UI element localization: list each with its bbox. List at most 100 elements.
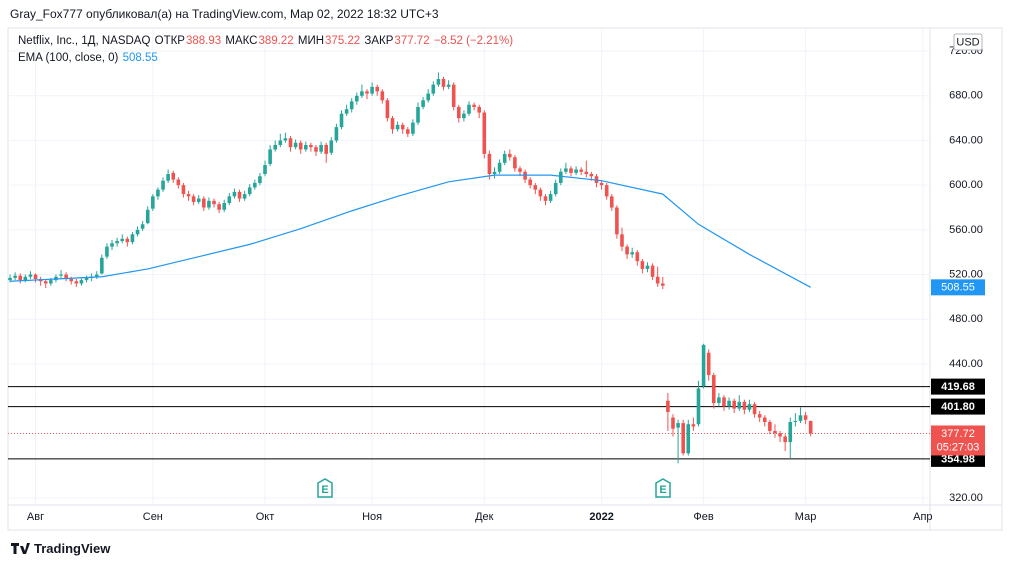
- high-value: 389.22: [258, 35, 294, 47]
- earnings-label: E: [321, 484, 328, 496]
- candle-body: [467, 104, 471, 114]
- earnings-marker[interactable]: E: [655, 478, 671, 498]
- candle-body: [258, 176, 262, 183]
- candle-body: [115, 241, 119, 244]
- candle-body: [94, 274, 99, 277]
- publisher: Gray_Fox777 опубликовал(а) на TradingVie…: [10, 7, 439, 21]
- candle-body: [722, 397, 726, 407]
- candle-body: [319, 144, 323, 152]
- marks: [8, 72, 930, 464]
- candle-body: [273, 144, 278, 150]
- ema-label-box: [931, 279, 985, 296]
- candle-body: [411, 122, 415, 134]
- ema-name: EMA (100, close, 0): [18, 52, 119, 64]
- candle-body: [120, 238, 125, 242]
- candle-body: [579, 169, 583, 172]
- candle-body: [564, 168, 568, 172]
- earnings-marker[interactable]: E: [317, 478, 333, 498]
- candle-body: [253, 182, 257, 188]
- y-tick-label: 640.00: [949, 134, 983, 146]
- candle-body: [125, 238, 130, 243]
- y-tick-label: 320.00: [949, 492, 983, 504]
- candle-body: [268, 149, 272, 164]
- candle-body: [105, 246, 109, 257]
- candle-body: [151, 196, 155, 209]
- candle-body: [798, 415, 803, 421]
- candle-body: [237, 191, 242, 199]
- legend-main: Netflix, Inc., 1Д, NASDAQ ОТКР388.93 МАК…: [18, 35, 514, 47]
- candle-body: [497, 162, 502, 172]
- candle-body: [426, 93, 431, 101]
- candle-body: [528, 179, 532, 186]
- close-value: 377.72: [394, 35, 430, 47]
- high-label: МАКС: [225, 35, 258, 47]
- candle-body: [558, 171, 563, 183]
- candle-body: [380, 91, 385, 101]
- candle-body: [74, 281, 79, 284]
- y-tick-label: 680.00: [949, 90, 983, 102]
- candle-body: [49, 280, 53, 284]
- candle-body: [543, 196, 548, 201]
- open-value: 388.93: [185, 35, 222, 47]
- candle-body: [385, 100, 390, 119]
- candle-body: [202, 198, 206, 208]
- footer-brand: TradingView: [34, 541, 111, 556]
- candle-body: [217, 204, 221, 210]
- last-price-label: 377.72: [941, 428, 975, 440]
- candle-body: [375, 86, 380, 92]
- symbol-title: Netflix, Inc., 1Д, NASDAQ: [18, 35, 151, 47]
- candle-body: [247, 187, 252, 195]
- candle-body: [441, 79, 446, 87]
- candle-body: [513, 157, 517, 169]
- candle-body: [676, 423, 680, 428]
- candle-body: [457, 106, 461, 119]
- candle-body: [793, 420, 798, 422]
- candle-body: [757, 414, 762, 418]
- tv-logo: [11, 543, 30, 554]
- candle-body: [186, 194, 191, 197]
- candle-body: [584, 171, 589, 175]
- candle-body: [630, 252, 634, 255]
- level-label-box: [931, 398, 985, 415]
- candle-body: [436, 79, 441, 85]
- candle-body: [569, 168, 573, 173]
- x-tick-label: Сен: [143, 511, 163, 523]
- candle-body: [768, 421, 772, 431]
- candle-body: [451, 84, 456, 107]
- candle-body: [737, 401, 742, 409]
- earnings-label: E: [659, 484, 666, 496]
- candle-body: [803, 415, 808, 420]
- candle-body: [671, 417, 675, 429]
- x-tick-label: Апр: [913, 511, 932, 523]
- candle-body: [462, 113, 466, 119]
- candle-body: [171, 172, 176, 180]
- candle-body: [808, 420, 813, 434]
- candle-body: [43, 281, 48, 284]
- level-label: 401.80: [941, 401, 975, 413]
- candle-body: [349, 101, 354, 110]
- candle-body: [482, 112, 487, 154]
- candle-body: [666, 400, 670, 412]
- candle-body: [752, 404, 757, 415]
- candle-body: [222, 203, 227, 210]
- candle-body: [196, 198, 201, 202]
- candle-body: [298, 142, 303, 150]
- candle-body: [64, 274, 68, 280]
- candle-body: [701, 344, 706, 387]
- x-tick-label: Дек: [475, 511, 494, 523]
- candle-body: [645, 265, 650, 269]
- candle-body: [655, 276, 660, 284]
- candle-body: [263, 165, 267, 175]
- candle-body: [13, 275, 17, 278]
- candle-body: [696, 388, 701, 425]
- candle-body: [304, 144, 308, 150]
- candle-body: [23, 276, 28, 281]
- currency-box[interactable]: [953, 33, 983, 51]
- last-price-box: [931, 425, 985, 456]
- candle-body: [365, 91, 369, 94]
- candle-body: [334, 127, 339, 141]
- candle-body: [242, 194, 247, 199]
- candle-body: [778, 433, 782, 437]
- candle-body: [355, 95, 359, 102]
- candle-body: [635, 252, 640, 262]
